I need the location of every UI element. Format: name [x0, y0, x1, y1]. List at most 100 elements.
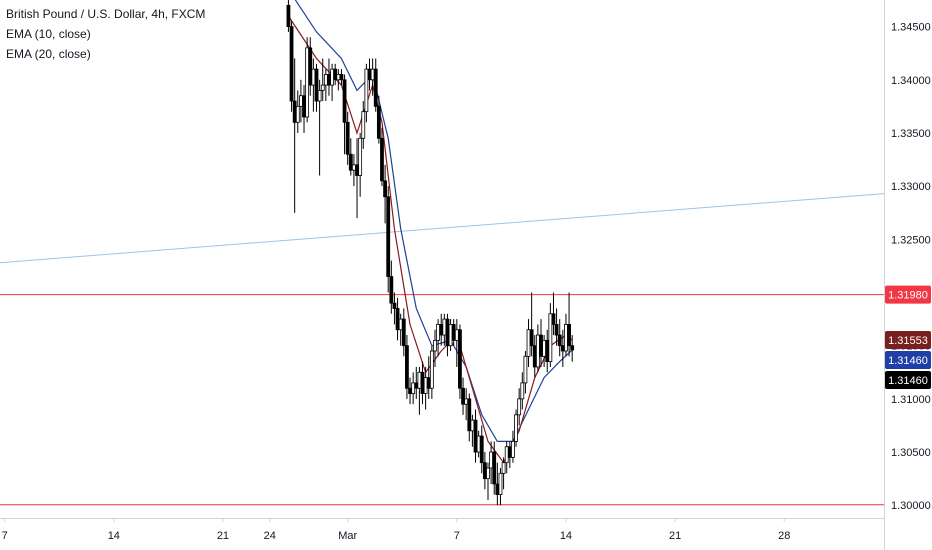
candle: [501, 457, 506, 490]
plot-area[interactable]: [0, 0, 885, 506]
candle: [295, 90, 300, 133]
candle: [405, 335, 409, 399]
candle-body: [570, 345, 575, 351]
candle-body: [352, 164, 356, 171]
price-tag-label: 1.31460: [888, 375, 928, 387]
candle-body: [355, 164, 359, 176]
candle: [299, 79, 303, 123]
price-tag-bg: [885, 351, 931, 370]
candle: [345, 111, 350, 165]
candle-body: [554, 324, 559, 336]
price-tag: 1.31553: [885, 331, 931, 350]
candle-body: [320, 84, 325, 91]
candle-body: [557, 334, 562, 347]
time-axis[interactable]: 7 14 21 24 Mar 7 14 21 28: [0, 518, 884, 542]
price-tag: 1.31980: [885, 285, 931, 304]
candle-body: [311, 68, 316, 86]
candle: [380, 127, 384, 187]
candle: [289, 21, 294, 112]
candle-body: [317, 90, 322, 102]
candle-body: [473, 419, 478, 453]
candle: [461, 377, 465, 415]
candle-body: [542, 339, 547, 357]
candle-body: [358, 137, 363, 176]
time-tick-label: 21: [669, 530, 681, 542]
ema10-legend: EMA (10, close): [6, 27, 91, 41]
candle: [292, 58, 297, 213]
price-axis[interactable]: 1.345001.340001.335001.330001.325001.320…: [884, 0, 932, 550]
candle-body: [376, 105, 381, 139]
price-tag-bg: [885, 285, 931, 304]
candle-body: [523, 355, 528, 384]
candle-body: [370, 68, 375, 81]
candle-body: [336, 74, 341, 81]
candle: [529, 292, 534, 357]
candle: [417, 366, 422, 415]
candle: [392, 292, 397, 325]
time-tick-label: 28: [778, 530, 790, 542]
candle: [442, 313, 447, 346]
ema20-legend: EMA (20, close): [6, 47, 91, 61]
candle-body: [448, 324, 453, 347]
candle: [458, 324, 462, 399]
candle: [423, 366, 428, 410]
candle-body: [308, 47, 313, 86]
candle-body: [414, 382, 419, 389]
candle: [302, 85, 306, 133]
candle: [448, 319, 453, 352]
candle: [436, 319, 441, 357]
candle: [358, 132, 363, 197]
candle: [511, 430, 515, 463]
candle: [479, 425, 484, 474]
candle: [429, 345, 434, 399]
candle-body: [486, 467, 490, 480]
candle-body: [408, 387, 412, 394]
candle-body: [389, 276, 394, 304]
candle-body: [289, 26, 294, 102]
candle: [333, 63, 338, 86]
candle-body: [514, 414, 518, 442]
candle-body: [314, 68, 319, 102]
candle: [567, 292, 571, 357]
candle: [426, 356, 431, 399]
candle-body: [367, 68, 372, 81]
candle-body: [295, 105, 300, 123]
candle: [470, 414, 475, 447]
candle-body: [292, 100, 297, 123]
candle: [364, 63, 369, 123]
candle-body: [333, 68, 338, 81]
candle-body: [529, 329, 534, 347]
candle-body: [464, 398, 469, 405]
price-tick-label: 1.30500: [891, 447, 931, 459]
candle-body: [492, 451, 497, 485]
price-tag-label: 1.31460: [888, 355, 928, 367]
candle: [352, 154, 356, 187]
candle: [520, 372, 525, 410]
candle: [401, 308, 406, 357]
candle-body: [520, 382, 525, 400]
candle-body: [467, 398, 472, 432]
candle-body: [436, 324, 441, 341]
ema10-line: [287, 15, 573, 464]
price-tick-label: 1.32500: [891, 234, 931, 246]
price-tick-label: 1.34000: [891, 75, 931, 87]
candle: [414, 366, 419, 399]
candle: [386, 186, 391, 293]
candle: [532, 335, 537, 378]
chart-legend: British Pound / U.S. Dollar, 4h, FXCM EM…: [6, 4, 205, 64]
candle: [389, 260, 394, 314]
candle: [420, 361, 425, 405]
candle: [545, 329, 550, 373]
candle: [433, 329, 437, 367]
candle-body: [479, 435, 484, 464]
candle: [451, 319, 456, 346]
candle-body: [535, 334, 540, 368]
candle-body: [383, 180, 387, 198]
candle: [327, 58, 331, 96]
candle: [383, 164, 387, 224]
candle-body: [445, 318, 450, 347]
candle-body: [423, 377, 428, 394]
candle-body: [339, 74, 344, 81]
candle-body: [461, 387, 465, 405]
